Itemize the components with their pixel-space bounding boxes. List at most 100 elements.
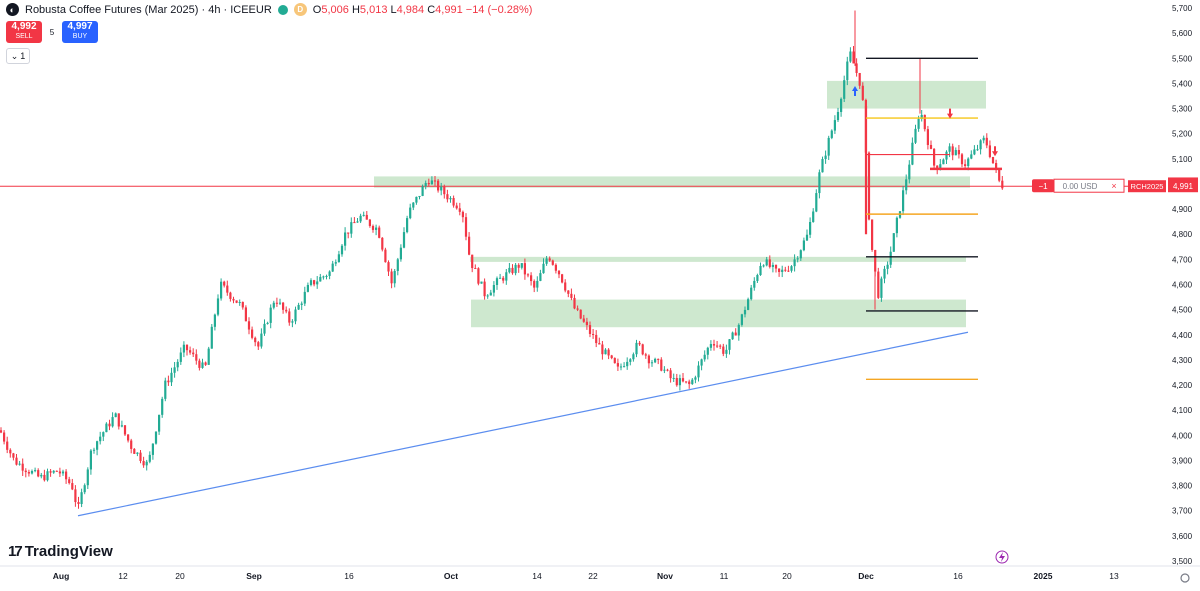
y-tick-label: 5,300	[1172, 105, 1193, 114]
candle	[821, 156, 824, 173]
candle	[675, 373, 678, 387]
position-pnl: 0.00 USD	[1063, 182, 1098, 191]
candle	[638, 340, 641, 346]
candle	[725, 344, 728, 358]
close-value: 4,991	[435, 3, 463, 16]
candle	[728, 339, 731, 355]
candle	[945, 150, 948, 165]
candle	[914, 124, 917, 144]
candle	[375, 224, 378, 236]
candle	[908, 160, 911, 184]
candle	[731, 331, 734, 340]
candle	[458, 202, 461, 216]
y-tick-label: 4,500	[1172, 306, 1193, 315]
candle	[942, 158, 945, 165]
candle	[604, 348, 607, 355]
x-tick-label: Aug	[53, 571, 70, 581]
price-axis[interactable]	[1128, 0, 1200, 586]
x-tick-label: Dec	[858, 571, 874, 581]
candle	[644, 352, 647, 359]
candle	[623, 362, 626, 368]
candle	[52, 470, 55, 474]
candle	[176, 359, 179, 372]
candle	[68, 476, 71, 485]
candle	[598, 337, 601, 345]
candle	[647, 354, 650, 369]
candle	[111, 412, 114, 428]
support-resistance-zone[interactable]	[827, 80, 986, 109]
candle	[123, 425, 127, 437]
candle	[24, 468, 27, 478]
settings-icon[interactable]	[1180, 573, 1190, 583]
position-pnl-box[interactable]	[1053, 178, 1125, 193]
y-tick-label: 3,700	[1172, 507, 1193, 516]
support-resistance-zone[interactable]	[470, 256, 966, 262]
candle	[709, 340, 712, 351]
candle	[263, 319, 266, 336]
candle	[399, 244, 402, 262]
trendline[interactable]	[77, 331, 969, 517]
candle	[960, 152, 964, 168]
candle	[99, 431, 102, 445]
candle	[328, 270, 331, 280]
candle	[213, 313, 216, 331]
candle	[235, 300, 238, 304]
candle	[954, 147, 957, 156]
buy-button[interactable]: 4,997 BUY	[62, 21, 98, 43]
tradingview-logo[interactable]: 17 TradingView	[8, 543, 113, 560]
support-resistance-zone[interactable]	[471, 299, 966, 328]
candle	[505, 269, 508, 285]
candle	[678, 374, 681, 391]
support-resistance-zone[interactable]	[374, 176, 970, 188]
candle	[753, 277, 756, 291]
y-tick-label: 5,700	[1172, 4, 1193, 13]
sell-price: 4,992	[11, 21, 37, 32]
market-status-icon	[277, 4, 288, 15]
candle	[40, 472, 43, 479]
candle	[492, 281, 495, 297]
candle	[189, 346, 192, 355]
candle	[201, 358, 204, 369]
candle	[58, 467, 61, 477]
candles-layer	[0, 46, 1004, 509]
candle	[774, 264, 778, 273]
candle	[706, 346, 709, 360]
change-value: −14 (−0.28%)	[465, 3, 533, 16]
candle	[601, 340, 604, 360]
x-tick-label: 20	[782, 571, 792, 581]
y-tick-label: 4,000	[1172, 431, 1193, 440]
collapse-count: 1	[20, 51, 26, 61]
candle	[359, 213, 362, 224]
candle	[275, 297, 278, 307]
candle	[272, 300, 275, 310]
candle	[905, 174, 908, 195]
candle	[750, 284, 753, 301]
candle	[18, 460, 21, 466]
candle	[288, 308, 291, 326]
sell-button[interactable]: 4,992 SELL	[6, 21, 42, 43]
buy-price: 4,997	[67, 21, 93, 32]
candle	[778, 268, 781, 277]
candle	[92, 447, 96, 454]
candle	[80, 488, 83, 508]
delayed-data-icon[interactable]: D	[293, 3, 307, 16]
x-tick-label: Sep	[246, 571, 262, 581]
candle	[570, 288, 573, 301]
candle	[595, 330, 598, 348]
symbol-line[interactable]: Robusta Coffee Futures (Mar 2025) · 4h ·…	[25, 3, 272, 16]
sell-signal-arrow-icon	[947, 108, 953, 119]
candle	[781, 265, 784, 278]
y-tick-label: 5,500	[1172, 54, 1193, 63]
candle	[334, 259, 337, 267]
indicator-collapse-button[interactable]: ⌄ 1	[6, 48, 30, 64]
candle	[306, 282, 309, 293]
position-qty-badge[interactable]	[1032, 179, 1054, 193]
high-label: H	[351, 3, 360, 16]
y-tick-label: 5,100	[1172, 155, 1193, 164]
candle	[21, 458, 24, 477]
candle	[799, 249, 802, 261]
candle	[793, 254, 796, 272]
candle	[641, 343, 644, 356]
